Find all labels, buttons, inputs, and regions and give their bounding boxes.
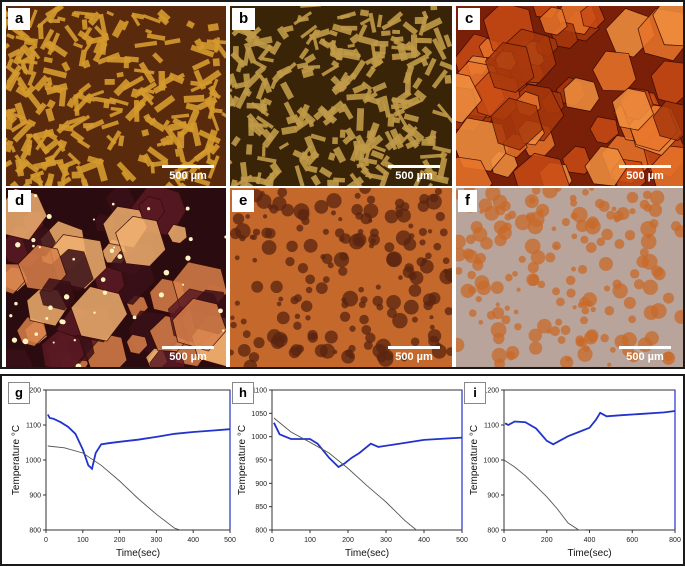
scale-bar-text-b: 500 µm: [395, 170, 433, 182]
panel-label-b: b: [232, 8, 255, 30]
micrograph-panel-a: a 500 µm: [6, 6, 226, 186]
micro-texture-c: [456, 6, 683, 186]
scale-bar-d: 500 µm: [162, 346, 214, 363]
y-tick-label-g-2: 1000: [25, 458, 41, 465]
micro-texture-a: [6, 6, 226, 186]
series-line-g-1: [48, 446, 181, 530]
x-axis-label-h: Time(sec): [345, 548, 389, 559]
panel-label-f: f: [458, 190, 477, 212]
y-tick-label-g-0: 800: [29, 528, 41, 535]
x-tick-label-h-1: 100: [304, 537, 316, 544]
x-axis-label-g: Time(sec): [116, 548, 160, 559]
y-tick-label-g-3: 1100: [26, 423, 41, 430]
scale-bar-text-d: 500 µm: [169, 351, 207, 363]
x-tick-label-i-2: 400: [584, 537, 596, 544]
micrograph-image-f: [456, 188, 683, 367]
scale-bar-b: 500 µm: [388, 165, 440, 182]
panel-label-a: a: [8, 8, 30, 30]
micrograph-image-e: [230, 188, 452, 367]
x-tick-label-h-3: 300: [380, 537, 392, 544]
y-tick-label-h-4: 1000: [251, 434, 267, 441]
micrograph-image-b: [230, 6, 452, 186]
scale-bar-e: 500 µm: [388, 346, 440, 363]
y-tick-label-h-3: 950: [255, 458, 267, 465]
series-line-g-0: [48, 415, 230, 469]
x-tick-label-h-2: 200: [342, 537, 354, 544]
x-tick-label-h-0: 0: [270, 537, 274, 544]
micro-texture-e: [230, 188, 452, 367]
chart-label-i: i: [464, 382, 486, 404]
panel-label-c: c: [458, 8, 480, 30]
y-tick-label-h-1: 850: [255, 504, 267, 511]
series-line-i-1: [504, 460, 585, 530]
scale-bar-text-c: 500 µm: [626, 170, 664, 182]
y-tick-label-g-1: 900: [29, 493, 41, 500]
x-tick-label-g-2: 200: [114, 537, 126, 544]
micrograph-grid: a 500 µm b 500 µm c 500 µm d 500 µm e 50…: [0, 0, 685, 369]
y-tick-label-h-2: 900: [255, 481, 267, 488]
x-tick-label-i-0: 0: [502, 537, 506, 544]
micro-texture-f: [456, 188, 683, 367]
micro-texture-d: [6, 188, 226, 367]
scale-bar-text-e: 500 µm: [395, 351, 433, 363]
micrograph-panel-d: d 500 µm: [6, 188, 226, 367]
series-line-h-1: [274, 418, 417, 530]
scale-bar-text-f: 500 µm: [626, 351, 664, 363]
plot-area-i: [504, 390, 675, 530]
micrograph-panel-c: c 500 µm: [456, 6, 683, 186]
scale-bar-text-a: 500 µm: [169, 170, 207, 182]
y-tick-label-i-1: 900: [487, 493, 499, 500]
y-tick-label-h-5: 1050: [251, 411, 267, 418]
y-axis-label-g: Temperature °C: [11, 425, 22, 495]
series-line-i-0: [505, 411, 675, 444]
scale-bar-f: 500 µm: [619, 346, 671, 363]
x-tick-label-g-3: 300: [151, 537, 163, 544]
micrograph-panel-b: b 500 µm: [230, 6, 452, 186]
panel-label-d: d: [8, 190, 31, 212]
chart-label-h: h: [232, 382, 254, 404]
y-tick-label-i-3: 1100: [484, 423, 499, 430]
micrograph-image-d: [6, 188, 226, 367]
panel-label-e: e: [232, 190, 254, 212]
x-tick-label-i-3: 600: [626, 537, 638, 544]
plot-area-h: [272, 390, 462, 530]
micrograph-image-a: [6, 6, 226, 186]
y-axis-label-i: Temperature °C: [469, 425, 480, 495]
micrograph-image-c: [456, 6, 683, 186]
y-axis-label-h: Temperature °C: [237, 425, 248, 495]
x-axis-label-i: Time(sec): [567, 548, 611, 559]
micrograph-panel-f: f 500 µm: [456, 188, 683, 367]
scale-bar-a: 500 µm: [162, 165, 214, 182]
x-tick-label-g-1: 100: [77, 537, 89, 544]
series-line-h-0: [274, 423, 462, 467]
y-tick-label-h-6: 1100: [252, 388, 267, 395]
y-tick-label-h-0: 800: [255, 528, 267, 535]
micro-texture-b: [230, 6, 452, 186]
x-tick-label-g-0: 0: [44, 537, 48, 544]
x-tick-label-h-4: 400: [418, 537, 430, 544]
chart-label-g: g: [8, 382, 30, 404]
micrograph-panel-e: e 500 µm: [230, 188, 452, 367]
y-tick-label-i-0: 800: [487, 528, 499, 535]
x-tick-label-i-4: 800: [669, 537, 681, 544]
y-tick-label-i-2: 1000: [483, 458, 499, 465]
scale-bar-c: 500 µm: [619, 165, 671, 182]
x-tick-label-i-1: 200: [541, 537, 553, 544]
plot-area-g: [46, 390, 230, 530]
x-tick-label-g-4: 400: [187, 537, 199, 544]
